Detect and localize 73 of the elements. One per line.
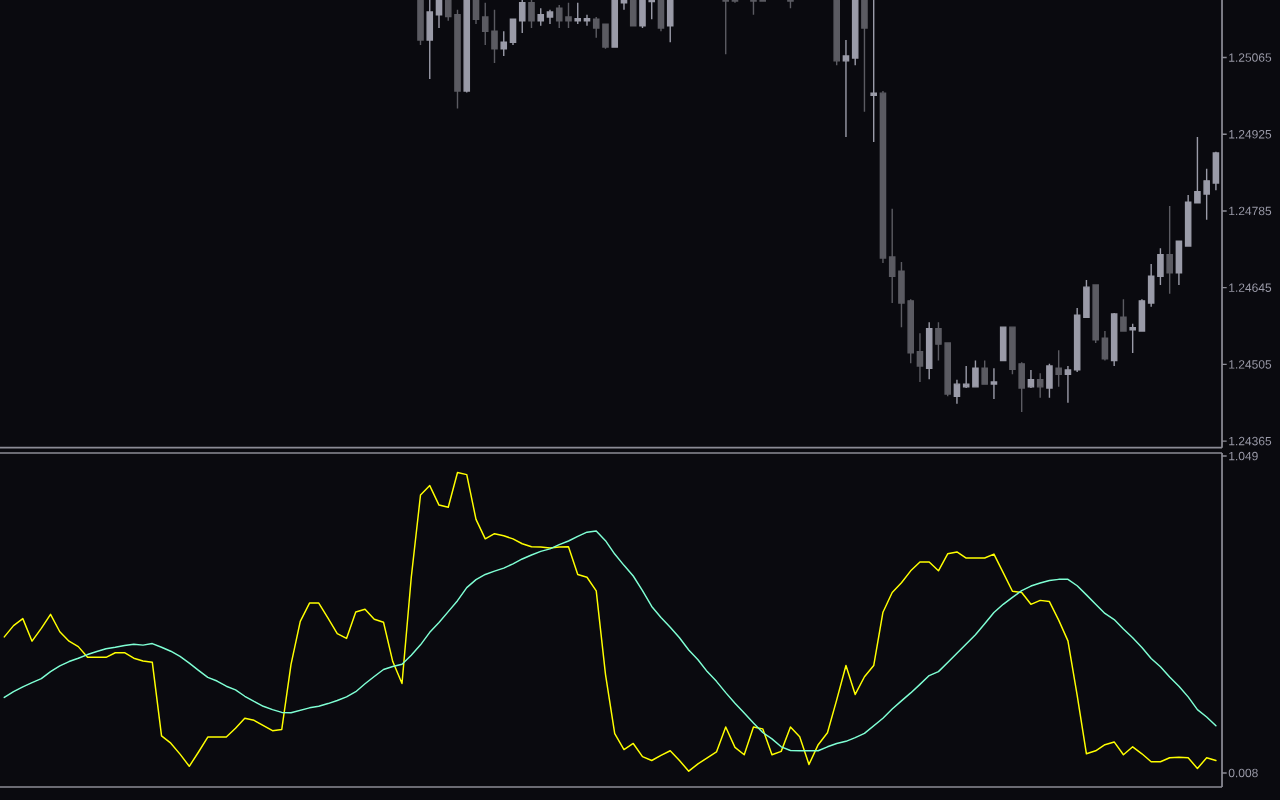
y-tick-label: 1.24365 — [1229, 436, 1272, 446]
y-tick-label: 1.24785 — [1229, 206, 1272, 216]
candlestick — [962, 365, 970, 389]
candlestick — [1027, 369, 1035, 389]
candlestick — [1046, 363, 1053, 399]
candlestick — [879, 90, 887, 264]
candlestick — [666, 0, 674, 43]
candlestick — [565, 2, 572, 29]
candlestick — [1212, 151, 1220, 191]
candlestick — [500, 30, 508, 57]
candlestick — [1147, 263, 1155, 308]
candlestick — [1036, 372, 1044, 399]
candlestick — [898, 261, 905, 328]
candlestick — [907, 298, 914, 365]
y-tick-label: 1.049 — [1229, 451, 1258, 461]
candlestick — [528, 0, 535, 29]
candlestick — [1184, 194, 1192, 247]
candlestick — [592, 16, 600, 39]
candlestick — [1138, 298, 1146, 332]
y-tick-label: 1.25065 — [1229, 53, 1272, 62]
candlestick — [620, 0, 628, 11]
candlestick — [463, 0, 471, 94]
candlestick — [935, 321, 942, 362]
candlestick — [1018, 361, 1025, 413]
candlestick — [555, 4, 563, 29]
candlestick — [1083, 279, 1090, 318]
candlestick — [426, 0, 434, 80]
y-tick-label: 1.24645 — [1229, 283, 1272, 292]
candlestick — [639, 0, 646, 29]
candlestick — [657, 0, 665, 32]
candlestick — [417, 0, 424, 46]
candlestick — [509, 18, 517, 46]
candlestick — [981, 359, 988, 385]
candlestick — [481, 2, 489, 46]
candlestick — [611, 0, 619, 48]
candlestick — [1175, 240, 1183, 286]
y-tick-label: 0.008 — [1228, 768, 1258, 778]
candlestick — [583, 14, 591, 27]
candlestick — [629, 0, 637, 27]
candlestick — [1110, 312, 1118, 367]
candlestick — [602, 23, 609, 50]
candlestick — [1101, 330, 1109, 362]
candlestick — [731, 0, 739, 4]
candlestick — [944, 342, 951, 397]
candlestick — [537, 7, 545, 27]
candlestick — [1157, 247, 1164, 286]
candlestick — [1073, 307, 1081, 373]
candlestick — [842, 39, 850, 138]
candlestick — [435, 0, 443, 29]
candlestick — [472, 0, 480, 25]
candlestick — [546, 9, 554, 25]
candlestick — [833, 0, 841, 66]
candlestick — [925, 321, 933, 380]
candlestick — [444, 0, 452, 22]
candlestick — [518, 0, 526, 34]
candlestick — [851, 0, 859, 66]
candlestick — [999, 326, 1007, 362]
candlestick — [888, 208, 896, 304]
y-tick-label: 1.24925 — [1229, 130, 1272, 139]
candlestick — [454, 9, 461, 110]
candlestick — [972, 359, 979, 388]
candlestick — [1064, 365, 1072, 404]
candlestick — [491, 9, 498, 64]
candlestick — [1120, 298, 1127, 332]
candlestick — [953, 379, 961, 405]
candlestick — [990, 367, 998, 400]
candlestick — [1009, 326, 1016, 375]
candlestick — [1166, 205, 1173, 295]
candlestick — [916, 332, 924, 383]
candlestick — [861, 0, 868, 113]
candlestick — [1092, 284, 1099, 344]
y-tick-label: 1.24505 — [1229, 360, 1272, 369]
candlestick — [1203, 168, 1210, 221]
